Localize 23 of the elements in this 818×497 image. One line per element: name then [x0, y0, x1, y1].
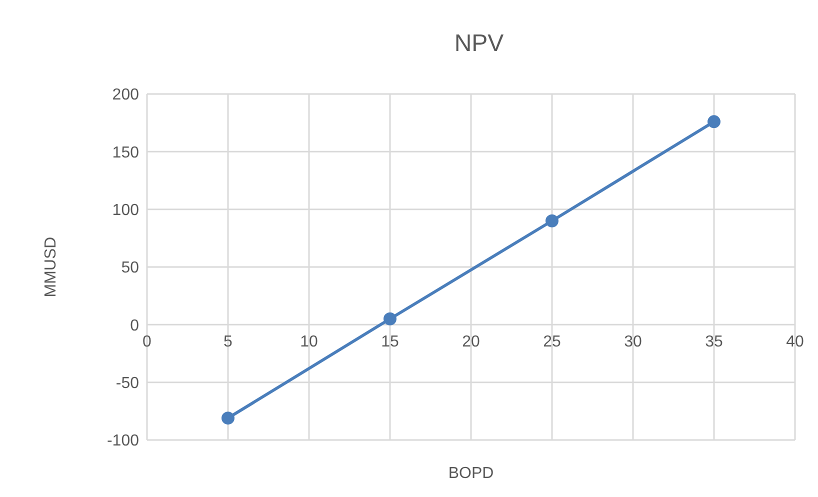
y-axis-title: MMUSD: [42, 236, 60, 298]
chart-title: NPV: [453, 30, 505, 58]
x-tick-label: 35: [705, 334, 723, 351]
y-tick-label: 150: [112, 144, 140, 162]
point: [222, 412, 234, 425]
x-tick-label: 15: [381, 334, 399, 351]
y-tick-label: 0: [130, 317, 140, 334]
y-tick-label: -50: [116, 375, 140, 392]
y-tick-label: 200: [112, 86, 140, 104]
y-tick-label: -100: [106, 432, 140, 450]
x-tick-label: 5: [224, 334, 233, 351]
point: [384, 312, 396, 326]
x-tick-label: 20: [462, 334, 480, 351]
point: [708, 115, 720, 128]
x-axis-title: BOPD: [448, 465, 494, 482]
x-tick-label: 30: [624, 334, 642, 351]
x-tick-label: 0: [142, 334, 152, 351]
x-tick-label: 40: [786, 334, 804, 351]
y-tick-label: 100: [112, 202, 140, 220]
point: [546, 214, 558, 228]
x-tick-label: 25: [543, 334, 561, 351]
x-tick-label: 10: [300, 334, 318, 351]
y-tick-label: 50: [121, 260, 140, 277]
